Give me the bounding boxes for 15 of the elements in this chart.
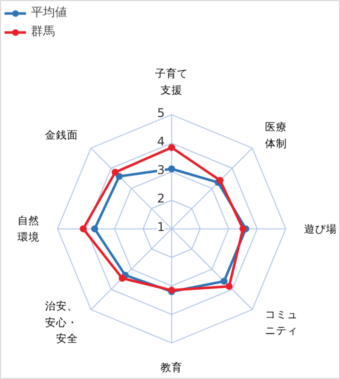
spoke-label: 遊び場	[304, 222, 337, 236]
spoke-label: コミュニティ	[265, 308, 298, 338]
y-tick-label: 4	[157, 134, 165, 148]
y-tick-label: 5	[157, 106, 165, 120]
spoke-label: 子育て支援	[155, 67, 188, 96]
spoke-label: 金銭面	[45, 128, 78, 142]
spoke-label: 自然環境	[17, 214, 40, 244]
y-tick-label: 3	[157, 162, 165, 177]
spoke-label: 教育	[160, 361, 183, 374]
spoke-label: 医療体制	[265, 120, 288, 150]
legend-label: 群馬	[31, 23, 55, 40]
y-tick-label: 1	[157, 220, 165, 234]
spoke-label: 治安、安心・安全	[45, 300, 78, 346]
y-tick-label: 2	[157, 191, 165, 206]
legend-label: 平均値	[31, 4, 67, 21]
